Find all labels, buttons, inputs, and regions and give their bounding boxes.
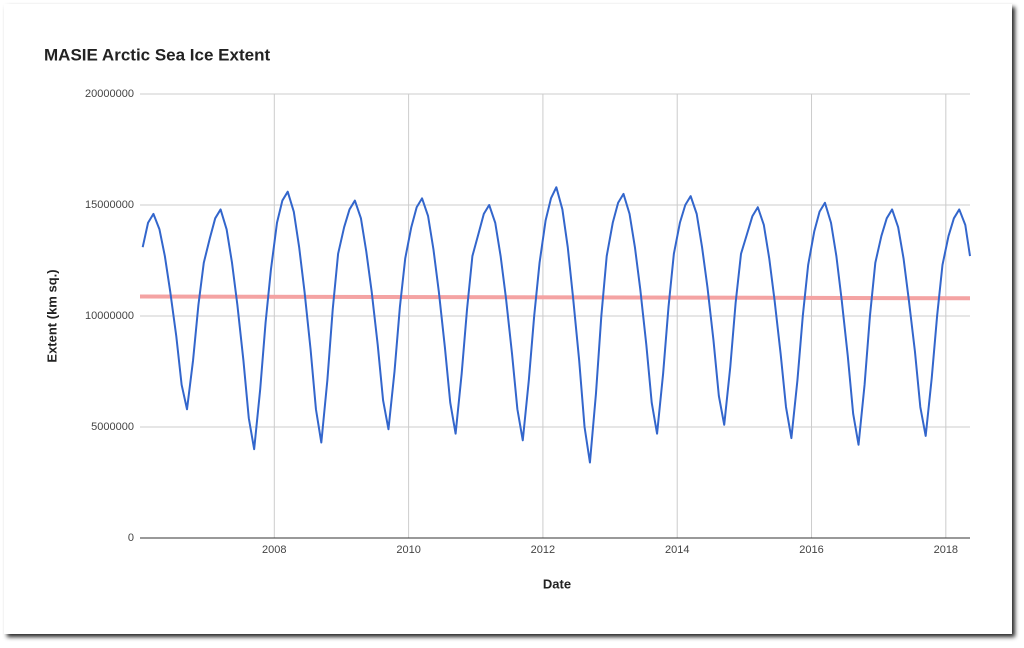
x-tick-label: 2016	[799, 544, 823, 556]
x-axis-label: Date	[543, 576, 571, 591]
grid: 0 5000000 10000000 15000000 20000000 2008 2010…	[85, 88, 970, 556]
y-tick-label: 5000000	[91, 421, 134, 433]
chart-title: MASIE Arctic Sea Ice Extent	[44, 45, 270, 64]
y-axis-label: Extent (km sq.)	[44, 269, 59, 362]
y-tick-label: 15000000	[85, 199, 134, 211]
plot-area	[139, 186, 971, 464]
y-tick-label: 20000000	[85, 88, 134, 100]
x-tick-label: 2012	[531, 544, 555, 556]
y-tick-label: 0	[128, 532, 134, 544]
x-tick-label: 2014	[665, 544, 689, 556]
x-tick-label: 2018	[934, 544, 958, 556]
series-line	[139, 294, 971, 301]
x-tick-label: 2010	[396, 544, 420, 556]
x-tick-label: 2008	[262, 544, 286, 556]
series-line	[141, 186, 971, 464]
y-tick-label: 10000000	[85, 310, 134, 322]
